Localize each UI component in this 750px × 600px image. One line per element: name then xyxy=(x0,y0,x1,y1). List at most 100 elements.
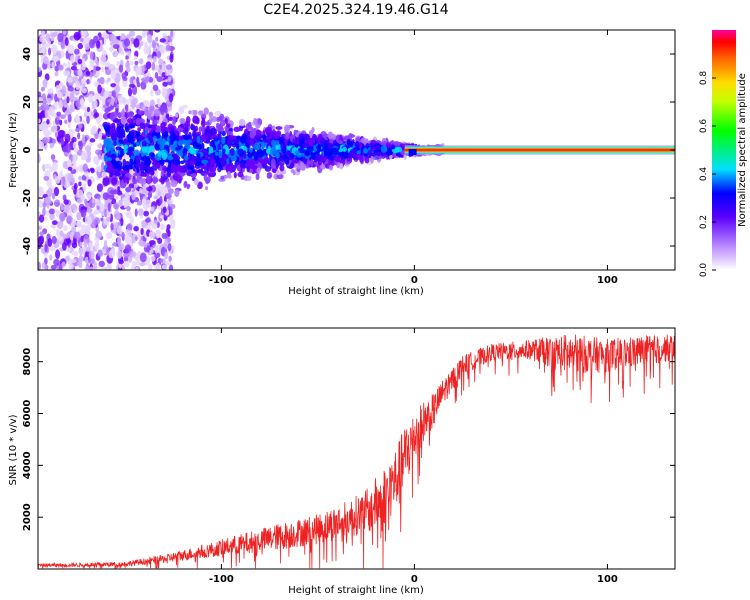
spectral-blob xyxy=(209,141,213,147)
spectral-blob xyxy=(385,151,393,156)
spectral-blob xyxy=(136,76,140,85)
spectral-blob xyxy=(171,165,177,171)
spectral-blob xyxy=(264,165,272,172)
spectral-blob xyxy=(76,189,84,198)
spectral-blob xyxy=(271,139,277,147)
spectral-blob xyxy=(184,151,188,156)
spectral-blob xyxy=(81,209,87,218)
spectral-blob xyxy=(253,159,259,164)
spectral-blob xyxy=(81,133,86,144)
spectral-blob xyxy=(170,30,174,38)
spectral-blob xyxy=(116,249,123,259)
spectral-blob xyxy=(123,38,131,47)
spectral-blob xyxy=(50,108,55,118)
spectral-blob xyxy=(145,61,152,70)
spectral-blob xyxy=(193,178,199,186)
spectral-blob xyxy=(45,33,50,42)
spectral-blob xyxy=(142,99,150,105)
spectral-blob xyxy=(339,162,344,170)
x-tick-label: 100 xyxy=(597,574,618,585)
spectral-blob xyxy=(115,87,119,97)
spectral-blob xyxy=(208,172,215,178)
spectral-blob xyxy=(42,127,49,137)
y-tick-label: 8000 xyxy=(22,348,33,376)
spectral-blob xyxy=(101,135,107,140)
snr-series-line xyxy=(38,334,675,569)
spectral-blob xyxy=(65,142,71,153)
spectral-blob xyxy=(391,152,397,157)
spectral-blob xyxy=(178,106,185,115)
spectral-blob xyxy=(50,264,57,270)
colorbar-tick-label: 0.0 xyxy=(699,263,709,278)
spectral-blob xyxy=(40,102,47,110)
spectral-blob xyxy=(111,122,115,127)
spectral-blob xyxy=(160,157,165,167)
spectral-blob xyxy=(167,242,172,252)
spectral-blob xyxy=(261,141,265,150)
spectral-blob xyxy=(77,175,83,181)
spectral-blob xyxy=(308,138,315,147)
spectral-blob xyxy=(127,138,133,143)
spectral-blob xyxy=(247,150,253,159)
figure-title: C2E4.2025.324.19.46.G14 xyxy=(263,2,448,18)
spectral-blob xyxy=(49,143,54,149)
spectral-blob xyxy=(84,43,90,50)
spectrogram-ylabel: Frequency (Hz) xyxy=(8,112,19,188)
spectral-blob xyxy=(220,175,225,180)
spectral-blob xyxy=(162,121,167,127)
spectral-blob xyxy=(122,76,128,82)
spectral-blob xyxy=(81,224,87,234)
spectral-blob xyxy=(118,259,124,265)
spectral-blob xyxy=(331,147,339,156)
spectral-blob xyxy=(328,164,334,171)
spectral-blob xyxy=(154,30,161,33)
spectral-blob xyxy=(147,191,153,199)
spectral-blob xyxy=(167,199,174,205)
spectral-blob xyxy=(174,113,179,118)
spectral-blob xyxy=(178,178,182,184)
spectral-blob xyxy=(161,169,165,177)
spectral-blob xyxy=(161,152,168,160)
spectral-blob xyxy=(323,143,329,150)
spectral-blob xyxy=(171,84,175,90)
spectral-blob xyxy=(319,164,326,170)
spectral-blob xyxy=(77,68,83,77)
spectral-blob xyxy=(154,125,162,133)
spectral-blob xyxy=(41,262,46,270)
spectral-blob xyxy=(63,237,71,246)
spectral-blob xyxy=(137,127,142,132)
spectral-blob xyxy=(280,143,284,150)
spectral-blob xyxy=(214,110,222,117)
spectral-blob xyxy=(94,132,99,140)
spectral-blob xyxy=(259,157,263,163)
spectral-blob xyxy=(109,189,117,195)
spectral-blob xyxy=(62,176,66,187)
spectral-blob xyxy=(144,146,150,153)
spectral-blob xyxy=(94,99,98,109)
spectral-blob xyxy=(110,97,115,107)
spectral-blob xyxy=(150,206,155,212)
spectral-blob xyxy=(157,237,163,244)
spectral-blob xyxy=(319,137,326,145)
spectral-blob xyxy=(129,164,133,170)
spectral-blob xyxy=(205,137,210,144)
spectral-blob xyxy=(114,195,119,200)
colorbar-tick-label: 0.8 xyxy=(699,71,709,86)
spectral-blob xyxy=(110,70,117,80)
spectral-blob xyxy=(329,137,334,145)
spectral-blob xyxy=(67,247,72,253)
colorbar-label: Normalized spectral amplitude xyxy=(737,73,748,227)
spectral-blob xyxy=(38,106,42,111)
spectral-blob xyxy=(43,175,50,181)
spectral-blob xyxy=(141,140,147,149)
spectral-blob xyxy=(163,144,170,150)
spectral-blob xyxy=(148,240,156,245)
spectral-blob xyxy=(144,218,151,223)
spectral-blob xyxy=(118,176,124,180)
spectral-blob xyxy=(176,127,184,132)
spectral-blob xyxy=(151,61,156,71)
snr-ylabel: SNR (10 * v/v) xyxy=(8,414,19,485)
spectral-blob xyxy=(94,217,100,225)
spectral-blob xyxy=(197,168,204,173)
spectral-blob xyxy=(300,163,306,171)
